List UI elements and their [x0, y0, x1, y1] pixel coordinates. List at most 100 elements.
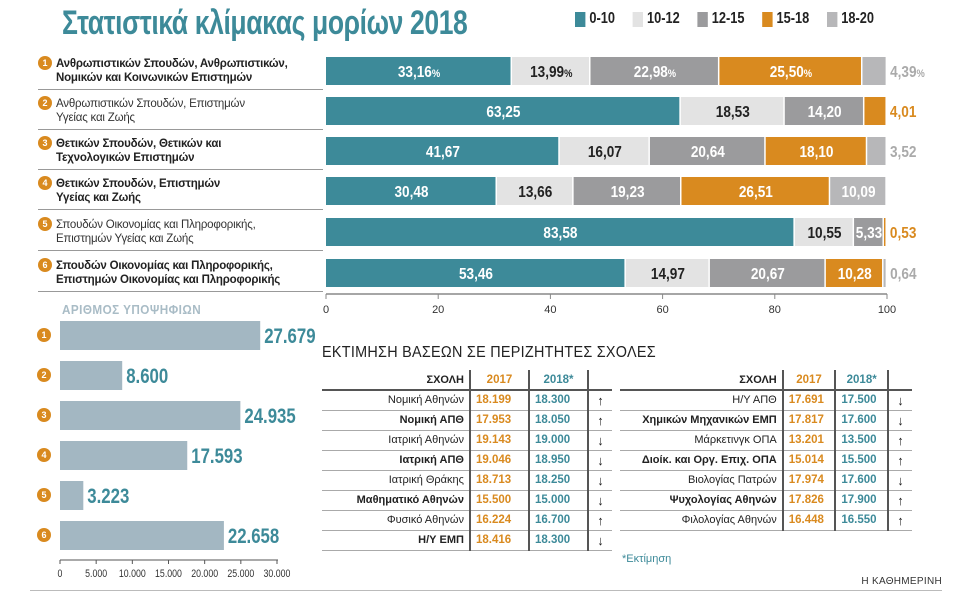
schools-table-right: ΣΧΟΛΗ 2017 2018* Η/Υ ΑΠΘ 17.691 17.500 ↓ Χημικώ… — [620, 370, 912, 531]
arrow-down-icon: ↓ — [587, 470, 612, 491]
bar-segment-18-20 — [830, 177, 886, 205]
school-name: Χημικών Μηχανικών ΕΜΠ — [620, 410, 783, 431]
category-line: Υγείας και Ζωής — [56, 111, 135, 124]
category-line: Επιστημών Υγείας και Ζωής — [56, 232, 194, 245]
x-tick-label: 0 — [323, 304, 329, 316]
score-2018: 17.600 — [834, 410, 888, 431]
bar-segment-12-15 — [854, 218, 883, 246]
bar-segment-12-15 — [784, 97, 863, 125]
school-name: Νομική ΑΠΘ — [322, 410, 470, 431]
bar-segment-label: 14,97 — [651, 266, 685, 283]
header-2017: 2017 — [468, 370, 529, 391]
bar-segment-15-18 — [765, 137, 866, 165]
category-line: Σπουδών Οικονομίας και Πληροφορικής, — [56, 259, 273, 272]
bar-segment-15-18 — [681, 177, 829, 205]
candidate-value-label: 27.679 — [264, 325, 315, 348]
score-2018: 18.050 — [527, 410, 588, 431]
bar-segment-0-10 — [326, 97, 680, 125]
bar-segment-label: 10,09 — [842, 184, 876, 201]
category-number-badge — [37, 488, 51, 502]
x-tick-label: 30.000 — [264, 568, 291, 580]
candidate-bar — [60, 321, 261, 350]
bar-segment-0-10 — [326, 259, 625, 287]
score-2018: 15.500 — [834, 450, 888, 471]
table-row: Ιατρική Αθηνών 19.143 19.000 ↓ — [322, 430, 612, 451]
score-2017: 18.416 — [468, 530, 529, 551]
bar-segment-12-15 — [590, 57, 718, 85]
bar-segment-0-10 — [326, 177, 496, 205]
category-line: Υγείας και Ζωής — [56, 191, 141, 204]
bar-segment-label: 3,52 — [890, 144, 916, 161]
table-row: Φιλολογίας Αθηνών 16.448 16.550 ↑ — [620, 510, 912, 531]
arrow-down-icon: ↓ — [887, 470, 912, 491]
chart-legend: 0-10 10-12 12-15 15-18 18-20 — [575, 10, 874, 28]
bar-segment-label: 83,58 — [543, 225, 577, 242]
arrow-up-icon: ↑ — [587, 510, 612, 531]
category-line: Ανθρωπιστικών Σπουδών, Ανθρωπιστικών, — [56, 57, 288, 70]
bar-segment-label: 4,39% — [890, 64, 925, 81]
legend-label: 15-18 — [776, 10, 810, 27]
category-text: Ανθρωπιστικών Σπουδών, Ανθρωπιστικών, Νομ… — [56, 57, 288, 85]
candidate-value-label: 22.658 — [228, 525, 279, 548]
bar-segment-label: 26,51 — [739, 184, 773, 201]
header-2017: 2017 — [781, 370, 836, 391]
arrow-down-icon: ↓ — [587, 490, 612, 511]
header-school: ΣΧΟΛΗ — [620, 370, 783, 391]
legend-swatch — [575, 11, 586, 27]
bar-segment-15-18 — [825, 259, 883, 287]
category-label: 5 Σπουδών Οικονομίας και Πληροφορικής, Επ… — [38, 213, 323, 251]
legend-item: 12-15 — [697, 10, 745, 28]
score-2018: 16.700 — [527, 510, 588, 531]
category-number: 6 — [41, 530, 46, 540]
bar-segment-0-10 — [326, 137, 559, 165]
score-2017: 18.199 — [468, 390, 529, 411]
bar-segment-label: 33,16% — [398, 64, 440, 81]
schools-table-left: ΣΧΟΛΗ 2017 2018* Νομική Αθηνών 18.199 18.300 ↑… — [322, 370, 612, 551]
category-number-badge: 4 — [38, 176, 52, 190]
arrow-up-icon: ↑ — [887, 450, 912, 471]
score-2017: 17.826 — [781, 490, 836, 511]
x-tick-label: 20.000 — [191, 568, 218, 580]
table-row: Βιολογίας Πατρών 17.974 17.600 ↓ — [620, 470, 912, 491]
x-tick-label: 80 — [769, 304, 781, 316]
bar-segment-label: 13,66 — [518, 184, 552, 201]
table-row: Μάρκετινγκ ΟΠΑ 13.201 13.500 ↑ — [620, 430, 912, 451]
table-row: Φυσικό Αθηνών 16.224 16.700 ↑ — [322, 510, 612, 531]
bar-segment-10-12 — [794, 218, 853, 246]
category-number-badge: 3 — [38, 136, 52, 150]
bar-segment-label: 13,99% — [530, 64, 572, 81]
bar-segment-label: 41,67 — [426, 144, 460, 161]
legend-item: 15-18 — [762, 10, 809, 28]
arrow-down-icon: ↓ — [887, 390, 912, 411]
source-credit: Η ΚΑΘΗΜΕΡΙΝΗ — [861, 576, 942, 587]
bar-segment-12-15 — [573, 177, 681, 205]
category-number-badge — [37, 408, 51, 422]
score-2018: 18.300 — [527, 530, 588, 551]
score-2018: 17.500 — [834, 390, 888, 411]
bar-segment-label: 0,64 — [890, 266, 917, 283]
school-name: Φιλολογίας Αθηνών — [620, 510, 783, 531]
score-2017: 13.201 — [781, 430, 836, 451]
category-number: 1 — [41, 330, 46, 340]
score-2018: 18.300 — [527, 390, 588, 411]
stacked-bar-chart: 33,16% 13,99% 22,98% 25,50% 4,39% 63,25 18,53 1… — [323, 57, 925, 316]
candidates-bar-chart: 1 27.679 2 8.600 3 24.935 4 17.593 5 3.223 6 22.658… — [37, 321, 316, 580]
category-line: Σπουδών Οικονομίας και Πληροφορικής, — [56, 218, 256, 231]
category-label: 1 Ανθρωπιστικών Σπουδών, Ανθρωπιστικών, Ν… — [38, 52, 323, 90]
category-line: Τεχνολογικών Επιστημών — [56, 151, 195, 164]
score-2018: 15.000 — [527, 490, 588, 511]
bar-segment-10-12 — [496, 177, 573, 205]
school-name: Ιατρική ΑΠΘ — [322, 450, 470, 471]
school-name: Φυσικό Αθηνών — [322, 510, 470, 531]
legend-swatch — [762, 11, 773, 27]
category-number-badge: 2 — [38, 96, 52, 110]
school-name: Ιατρική Θράκης — [322, 470, 470, 491]
score-2017: 16.224 — [468, 510, 529, 531]
school-name: Νομική Αθηνών — [322, 390, 470, 411]
school-name: Ψυχολογίας Αθηνών — [620, 490, 783, 511]
divider — [30, 590, 942, 591]
legend-label: 0-10 — [589, 10, 616, 27]
category-number-badge — [37, 328, 51, 342]
school-name: Διοίκ. και Οργ. Επιχ. ΟΠΑ — [620, 450, 783, 471]
arrow-up-icon: ↑ — [887, 430, 912, 451]
